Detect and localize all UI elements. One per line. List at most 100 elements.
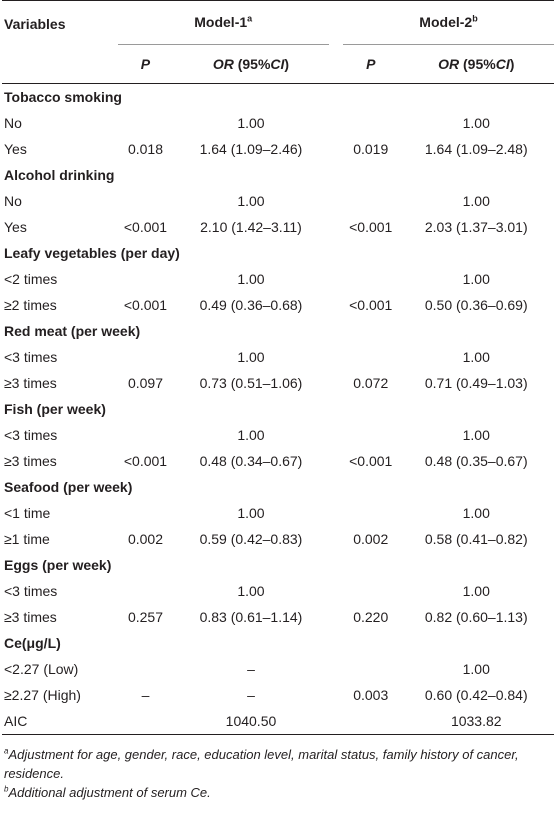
p-value-model-2: 0.003 (353, 686, 389, 703)
section-row: Leafy vegetables (per day) (2, 240, 554, 266)
or-model-2: 1.00 (462, 270, 490, 287)
table-row: ≥2.27 (High) – – 0.003 0.60 (0.42–0.84) (2, 682, 554, 708)
row-label: <2 times (4, 270, 58, 287)
row-label: AIC (2, 707, 118, 735)
table-row: ≥3 times 0.097 0.73 (0.51–1.06) 0.072 0.71 (… (2, 370, 554, 396)
row-label: ≥2 times (4, 296, 57, 313)
table-row: AIC 1040.50 1033.82 (2, 707, 554, 735)
or-model-1: 0.49 (0.36–0.68) (199, 296, 303, 313)
section-label: Red meat (per week) (4, 322, 141, 339)
p-value-model-2: 0.220 (353, 608, 389, 625)
model-1-label: Model-1 (194, 14, 248, 31)
or-model-1: 1.00 (237, 270, 265, 287)
or-model-2: 0.58 (0.41–0.82) (424, 530, 528, 547)
row-label: Yes (4, 140, 27, 157)
table-row: ≥2 times <0.001 0.49 (0.36–0.68) <0.001 0.50… (2, 292, 554, 318)
p-value-model-1: <0.001 (123, 218, 168, 235)
or-model-1: 1.00 (237, 504, 265, 521)
or-model-1: 0.83 (0.61–1.14) (199, 608, 303, 625)
table-row: <2 times 1.00 1.00 (2, 266, 554, 292)
p-value-model-1: 0.257 (127, 608, 163, 625)
p-value-model-1: 0.018 (127, 140, 163, 157)
section-row: Ce(μg/L) (2, 630, 554, 656)
model-2-sup: b (472, 13, 478, 24)
row-label: ≥3 times (4, 452, 57, 469)
section-row: Eggs (per week) (2, 552, 554, 578)
p-value-model-2 (343, 656, 399, 682)
p-value-model-1 (118, 500, 174, 526)
section-row: Fish (per week) (2, 396, 554, 422)
p-value-model-2: 0.002 (353, 530, 389, 547)
row-label: ≥3 times (4, 374, 57, 391)
or-model-1: 1.00 (237, 582, 265, 599)
header-row-models: Variables Model-1a Model-2b (2, 0, 554, 45)
results-table: Variables Model-1a Model-2b P OR (95%CI)… (2, 0, 554, 735)
table-row: <1 time 1.00 1.00 (2, 500, 554, 526)
p-value-model-1: – (141, 686, 150, 703)
or-model-2: 1.00 (462, 660, 490, 677)
section-label: Leafy vegetables (per day) (4, 244, 180, 261)
p-value-model-2 (343, 578, 399, 604)
p-value-model-1: <0.001 (123, 452, 168, 469)
row-label: ≥3 times (4, 608, 57, 625)
header-model-1: Model-1a (117, 0, 329, 45)
or-model-1: 1.64 (1.09–2.46) (199, 140, 303, 157)
header-row-stats: P OR (95%CI) P OR (95%CI) (2, 44, 554, 84)
section-row: Alcohol drinking (2, 162, 554, 188)
row-label: <3 times (4, 582, 58, 599)
row-label: <1 time (4, 504, 51, 521)
table-row: Yes 0.018 1.64 (1.09–2.46) 0.019 1.64 (1.09–… (2, 136, 554, 162)
or-model-1: – (247, 686, 255, 703)
or-model-2: 2.03 (1.37–3.01) (424, 218, 528, 235)
or-model-2: 0.71 (0.49–1.03) (424, 374, 528, 391)
p-value-model-1: 0.002 (127, 530, 163, 547)
or-model-1: 1.00 (237, 192, 265, 209)
p-value-model-2: <0.001 (349, 218, 393, 235)
table-row: <3 times 1.00 1.00 (2, 578, 554, 604)
row-label: Yes (4, 218, 27, 235)
section-label: Seafood (per week) (4, 478, 133, 495)
table-row: ≥3 times <0.001 0.48 (0.34–0.67) <0.001 0.48… (2, 448, 554, 474)
p-value-model-1 (118, 344, 174, 370)
header-or-2: OR (95%CI) (398, 44, 554, 84)
row-label: <2.27 (Low) (4, 660, 79, 677)
section-row: Tobacco smoking (2, 83, 554, 110)
table-body: Tobacco smoking No 1.00 1.00 Yes 0.018 1.64 (1… (2, 83, 554, 735)
row-label: No (4, 192, 22, 209)
p-value-model-2 (343, 344, 399, 370)
p-value-model-1 (118, 266, 174, 292)
p-value-model-2: <0.001 (349, 452, 393, 469)
section-label: Ce(μg/L) (4, 634, 61, 651)
table-row: <3 times 1.00 1.00 (2, 422, 554, 448)
p-value-model-2 (343, 422, 399, 448)
or-model-1: 1040.50 (173, 707, 329, 735)
header-or-1: OR (95%CI) (173, 44, 329, 84)
or-model-1: 1.00 (237, 114, 265, 131)
section-label: Eggs (per week) (4, 556, 112, 573)
section-label: Tobacco smoking (4, 88, 122, 105)
or-model-2: 1.00 (462, 426, 490, 443)
table-row: Yes <0.001 2.10 (1.42–3.11) <0.001 2.03 (1.3… (2, 214, 554, 240)
p-value-model-2 (343, 188, 399, 214)
or-model-1: 1.00 (237, 426, 265, 443)
model-1-sup: a (247, 13, 253, 24)
footnote-b: bAdditional adjustment of serum Ce. (4, 784, 211, 800)
header-variables: Variables (2, 0, 118, 44)
table-row: <3 times 1.00 1.00 (2, 344, 554, 370)
p-value-model-1 (118, 656, 174, 682)
or-model-2: 1.00 (462, 114, 490, 131)
table-row: No 1.00 1.00 (2, 188, 554, 214)
p-value-model-2: <0.001 (349, 296, 393, 313)
p-value-model-2: 0.072 (353, 374, 389, 391)
or-model-2: 0.48 (0.35–0.67) (424, 452, 528, 469)
or-model-1: 0.48 (0.34–0.67) (199, 452, 303, 469)
table-row: No 1.00 1.00 (2, 110, 554, 136)
or-model-2: 1.00 (462, 582, 490, 599)
p-value-model-2: 0.019 (353, 140, 389, 157)
or-model-2: 0.82 (0.60–1.13) (424, 608, 528, 625)
row-label: ≥1 time (4, 530, 50, 547)
or-model-2: 1.00 (462, 192, 490, 209)
p-value-model-1 (118, 578, 174, 604)
table-footnotes: aAdjustment for age, gender, race, educa… (4, 745, 554, 802)
